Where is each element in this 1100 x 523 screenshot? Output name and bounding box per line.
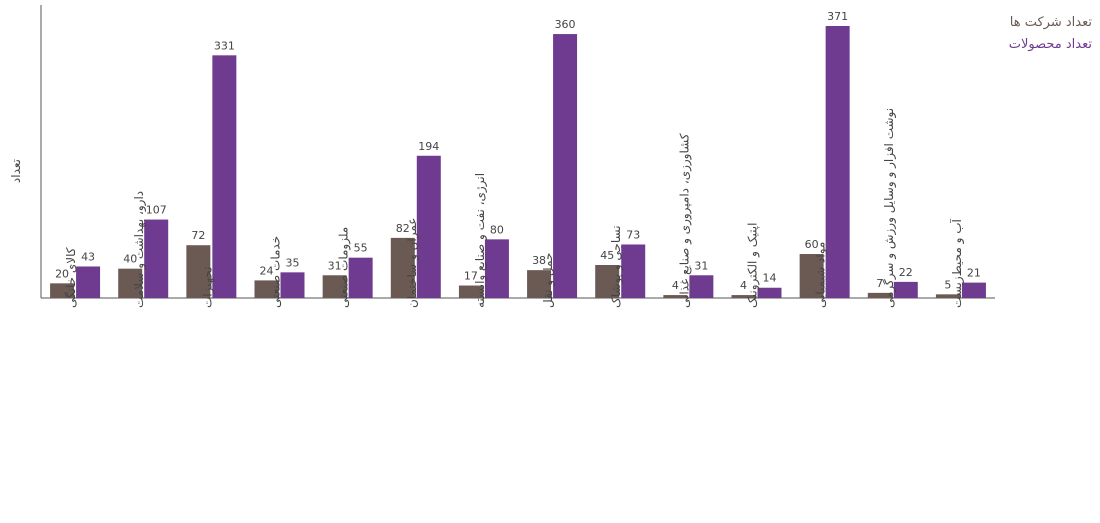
- bar-companies: [867, 292, 892, 298]
- data-label: 20: [55, 267, 69, 280]
- data-label: 107: [146, 204, 167, 217]
- x-tick-label: حمل و نقل: [541, 253, 556, 308]
- bar-companies: [935, 294, 960, 298]
- data-label: 31: [328, 259, 342, 272]
- legend-item-products[interactable]: تعداد محصولات: [1008, 37, 1092, 52]
- data-label: 4: [672, 279, 679, 292]
- x-tick-label: کشاورزی، دامپروری و صنایع غذایی: [677, 133, 692, 308]
- bar-companies: [186, 245, 211, 298]
- x-tick-label: عمران و ساختمان: [405, 218, 420, 308]
- legend-item-companies[interactable]: تعداد شرکت ها: [1009, 15, 1092, 30]
- bar-products: [689, 275, 714, 298]
- y-axis-label: تعداد: [9, 159, 23, 184]
- bar-products: [348, 257, 373, 298]
- bar-companies: [118, 268, 143, 298]
- data-label: 5: [944, 278, 951, 291]
- bar-companies: [799, 254, 824, 298]
- data-label: 60: [805, 238, 819, 251]
- data-label: 38: [532, 254, 546, 267]
- x-tick-label: آب و محیط‌زیست: [949, 218, 965, 308]
- data-label: 72: [191, 229, 205, 242]
- bar-companies: [458, 285, 483, 298]
- x-tick-label: ملزومات صنعتی: [337, 227, 352, 308]
- bar-companies: [731, 295, 756, 298]
- x-tick-label: خدمات صنعتی: [269, 236, 283, 308]
- data-label: 55: [354, 242, 368, 255]
- x-tick-label: کالای خانگی: [64, 247, 78, 308]
- data-label: 43: [81, 250, 95, 263]
- data-label: 82: [396, 222, 410, 235]
- bar-companies: [254, 280, 279, 298]
- data-label: 73: [626, 228, 640, 241]
- bar-products: [212, 55, 237, 299]
- x-tick-label: نساجی و پوشاک: [609, 225, 624, 308]
- x-tick-label: اپتیک و الکترونیک: [746, 223, 761, 308]
- x-tick-label: نوشت افزار و وسایل ورزش و سرگرمی: [882, 108, 897, 308]
- x-tick-label: دارو، بهداشت و سلامت: [132, 191, 147, 308]
- bar-products: [144, 219, 169, 298]
- data-label: 371: [827, 10, 848, 23]
- bar-companies: [527, 270, 552, 298]
- data-label: 35: [286, 256, 300, 269]
- bar-products: [484, 239, 509, 298]
- legend: تعداد شرکت ها تعداد محصولات: [1009, 12, 1092, 56]
- bar-companies: [50, 283, 75, 298]
- x-tick-label: انرژی، نفت و صنایع وابسته: [473, 173, 488, 308]
- bar-products: [76, 266, 101, 298]
- data-label: 7: [876, 277, 883, 290]
- data-label: 40: [123, 253, 137, 266]
- bar-products: [757, 287, 782, 298]
- bar-companies: [595, 265, 620, 298]
- data-label: 45: [600, 249, 614, 262]
- data-label: 194: [418, 140, 439, 153]
- data-label: 24: [260, 264, 274, 277]
- bar-companies: [663, 295, 688, 298]
- bar-products: [621, 244, 646, 298]
- data-label: 17: [464, 270, 478, 283]
- bar-products: [280, 272, 305, 298]
- data-label: 31: [694, 259, 708, 272]
- data-label: 331: [214, 39, 235, 52]
- data-label: 360: [555, 18, 576, 31]
- data-label: 4: [740, 279, 747, 292]
- data-label: 21: [967, 267, 981, 280]
- x-tick-label: تجهیزات: [200, 267, 215, 309]
- data-label: 14: [763, 272, 777, 285]
- bar-products: [553, 34, 578, 298]
- bar-companies: [390, 237, 415, 298]
- x-tick-label: مواد شیمیایی: [814, 242, 829, 308]
- data-label: 22: [899, 266, 913, 279]
- bar-companies: [322, 275, 347, 298]
- bar-products: [893, 281, 918, 298]
- bar-products: [825, 26, 850, 298]
- bar-products: [961, 282, 986, 298]
- data-label: 80: [490, 223, 504, 236]
- bar-products: [416, 155, 441, 298]
